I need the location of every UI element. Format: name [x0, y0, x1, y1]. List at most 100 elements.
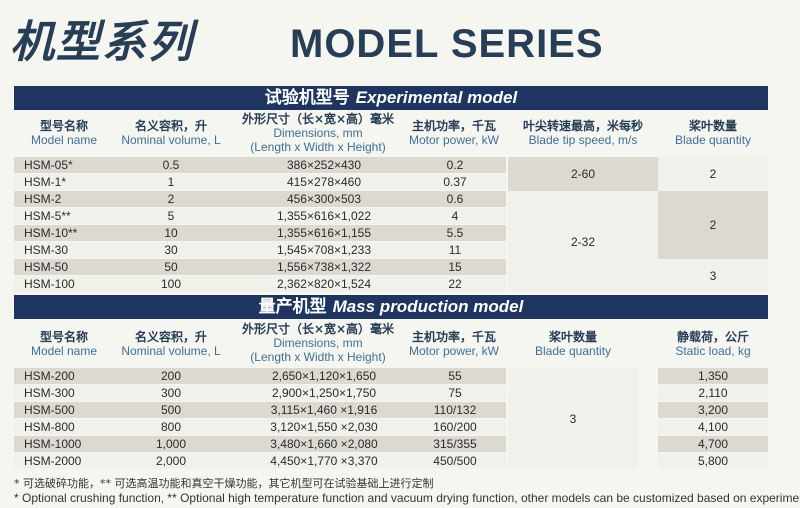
experimental-section-banner: 试验机型号 Experimental model: [14, 86, 768, 110]
table-row: HSM-5** 5 1,355×616×1,022 4: [14, 208, 506, 224]
dimensions-cell: 1,545×708×1,233: [276, 243, 372, 257]
static-load-cell: 4,700: [658, 436, 768, 452]
dimensions-cell: 2,362×820×1,524: [276, 277, 372, 291]
table-row: HSM-50 50 1,556×738×1,322 15: [14, 259, 506, 275]
volume-cell: 0.5: [162, 158, 180, 172]
header-en: Nominal volume, L: [121, 344, 221, 358]
dimensions-cell: 3,480×1,660 ×2,080: [270, 437, 378, 451]
experimental-banner-cn: 试验机型号: [264, 88, 350, 108]
dimensions-cell: 3,120×1,550 ×2,030: [270, 420, 378, 434]
model-cell: HSM-50: [24, 260, 69, 274]
header-en: Nominal volume, L: [121, 133, 221, 147]
volume-cell: 200: [160, 369, 182, 383]
experimental-banner-en: Experimental model: [355, 88, 518, 107]
header-en: Blade tip speed, m/s: [528, 133, 638, 147]
header-en: Motor power, kW: [408, 344, 500, 358]
model-cell: HSM-2: [24, 192, 62, 206]
model-cell: HSM-100: [24, 277, 75, 291]
table-row: HSM-100 100 2,362×820×1,524 22: [14, 276, 506, 292]
page-title-cn: 机型系列: [10, 17, 194, 68]
header-en: Static load, kg: [675, 344, 751, 358]
static-load-cell: 5,800: [658, 453, 768, 469]
volume-cell: 1: [167, 175, 175, 189]
tip-speed-group-2: 2-32: [508, 191, 658, 292]
static-load-cell: 2,110: [658, 385, 768, 401]
mass-header-power: 主机功率，千瓦 Motor power, kW: [404, 330, 504, 358]
header-cn: 外形尺寸（长×宽×高）毫米: [241, 322, 395, 336]
header-en: Blade quantity: [534, 344, 612, 358]
table-row: HSM-500 500 3,115×1,460 ×1,916 110/132: [14, 402, 506, 418]
tip-speed-group-1: 2-60: [508, 157, 658, 191]
dimensions-cell: 415×278×460: [286, 175, 362, 189]
power-cell: 5.5: [446, 226, 464, 240]
header-cn: 型号名称: [39, 330, 88, 344]
volume-cell: 300: [160, 386, 182, 400]
footnote-en: * Optional crushing function, ** Optiona…: [14, 491, 800, 505]
dimensions-cell: 1,355×616×1,155: [276, 226, 372, 240]
exp-header-volume: 名义容积，升 Nominal volume, L: [114, 119, 228, 147]
volume-cell: 2: [167, 192, 175, 206]
static-load-cell: 1,350: [658, 368, 768, 384]
volume-cell: 500: [160, 403, 182, 417]
dimensions-cell: 3,115×1,460 ×1,916: [270, 403, 378, 417]
header-cn: 主机功率，千瓦: [411, 119, 496, 133]
volume-cell: 1,000: [155, 437, 187, 451]
volume-cell: 800: [160, 420, 182, 434]
table-row: HSM-1* 1 415×278×460 0.37: [14, 174, 506, 190]
exp-header-tip-speed: 叶尖转速最高，米每秒 Blade tip speed, m/s: [508, 119, 658, 147]
table-row: HSM-05* 0.5 386×252×430 0.2: [14, 157, 506, 173]
model-cell: HSM-1*: [24, 175, 67, 189]
dimensions-cell: 456×300×503: [286, 192, 362, 206]
model-cell: HSM-05*: [24, 158, 73, 172]
model-cell: HSM-30: [24, 243, 69, 257]
power-cell: 0.6: [446, 192, 464, 206]
mass-banner-en: Mass production model: [332, 297, 524, 316]
mass-header-model: 型号名称 Model name: [14, 330, 114, 358]
power-cell: 55: [448, 369, 462, 383]
header-cn: 主机功率，千瓦: [411, 330, 496, 344]
header-en: Motor power, kW: [408, 133, 500, 147]
static-load-cell: 3,200: [658, 402, 768, 418]
blade-group-2: 2: [658, 191, 768, 259]
header-en: Model name: [30, 133, 98, 147]
table-row: HSM-800 800 3,120×1,550 ×2,030 160/200: [14, 419, 506, 435]
table-row: HSM-10** 10 1,355×616×1,155 5.5: [14, 225, 506, 241]
model-cell: HSM-1000: [24, 437, 82, 451]
volume-cell: 2,000: [155, 454, 187, 468]
volume-cell: 50: [164, 260, 178, 274]
header-cn: 静载荷，公斤: [676, 330, 749, 344]
static-load-cell: 4,100: [658, 419, 768, 435]
power-cell: 75: [448, 386, 462, 400]
mass-header-volume: 名义容积，升 Nominal volume, L: [114, 330, 228, 358]
dimensions-cell: 386×252×430: [286, 158, 362, 172]
header-cn: 桨叶数量: [548, 330, 597, 344]
dimensions-cell: 2,650×1,120×1,650: [271, 369, 377, 383]
volume-cell: 5: [167, 209, 175, 223]
blade-group-3: 3: [658, 259, 768, 292]
table-row: HSM-1000 1,000 3,480×1,660 ×2,080 315/35…: [14, 436, 506, 452]
table-row: HSM-30 30 1,545×708×1,233 11: [14, 242, 506, 258]
power-cell: 22: [448, 277, 462, 291]
table-row: HSM-2000 2,000 4,450×1,770 ×3,370 450/50…: [14, 453, 506, 469]
model-cell: HSM-2000: [24, 454, 82, 468]
exp-header-blades: 桨叶数量 Blade quantity: [658, 119, 768, 147]
volume-cell: 100: [160, 277, 182, 291]
power-cell: 11: [448, 243, 462, 257]
mass-header-static-load: 静载荷，公斤 Static load, kg: [658, 330, 768, 358]
model-cell: HSM-200: [24, 369, 75, 383]
model-cell: HSM-5**: [24, 209, 71, 223]
exp-header-power: 主机功率，千瓦 Motor power, kW: [404, 119, 504, 147]
header-en: Model name: [30, 344, 98, 358]
model-cell: HSM-10**: [24, 226, 78, 240]
power-cell: 110/132: [433, 403, 477, 417]
power-cell: 4: [451, 209, 459, 223]
mass-section-banner: 量产机型 Mass production model: [14, 295, 768, 319]
model-cell: HSM-800: [24, 420, 75, 434]
power-cell: 450/500: [433, 454, 477, 468]
header-cn: 名义容积，升: [134, 330, 207, 344]
header-en: Dimensions, mm: [273, 126, 363, 140]
volume-cell: 10: [164, 226, 178, 240]
power-cell: 160/200: [433, 420, 477, 434]
model-cell: HSM-300: [24, 386, 75, 400]
dimensions-cell: 4,450×1,770 ×3,370: [270, 454, 378, 468]
